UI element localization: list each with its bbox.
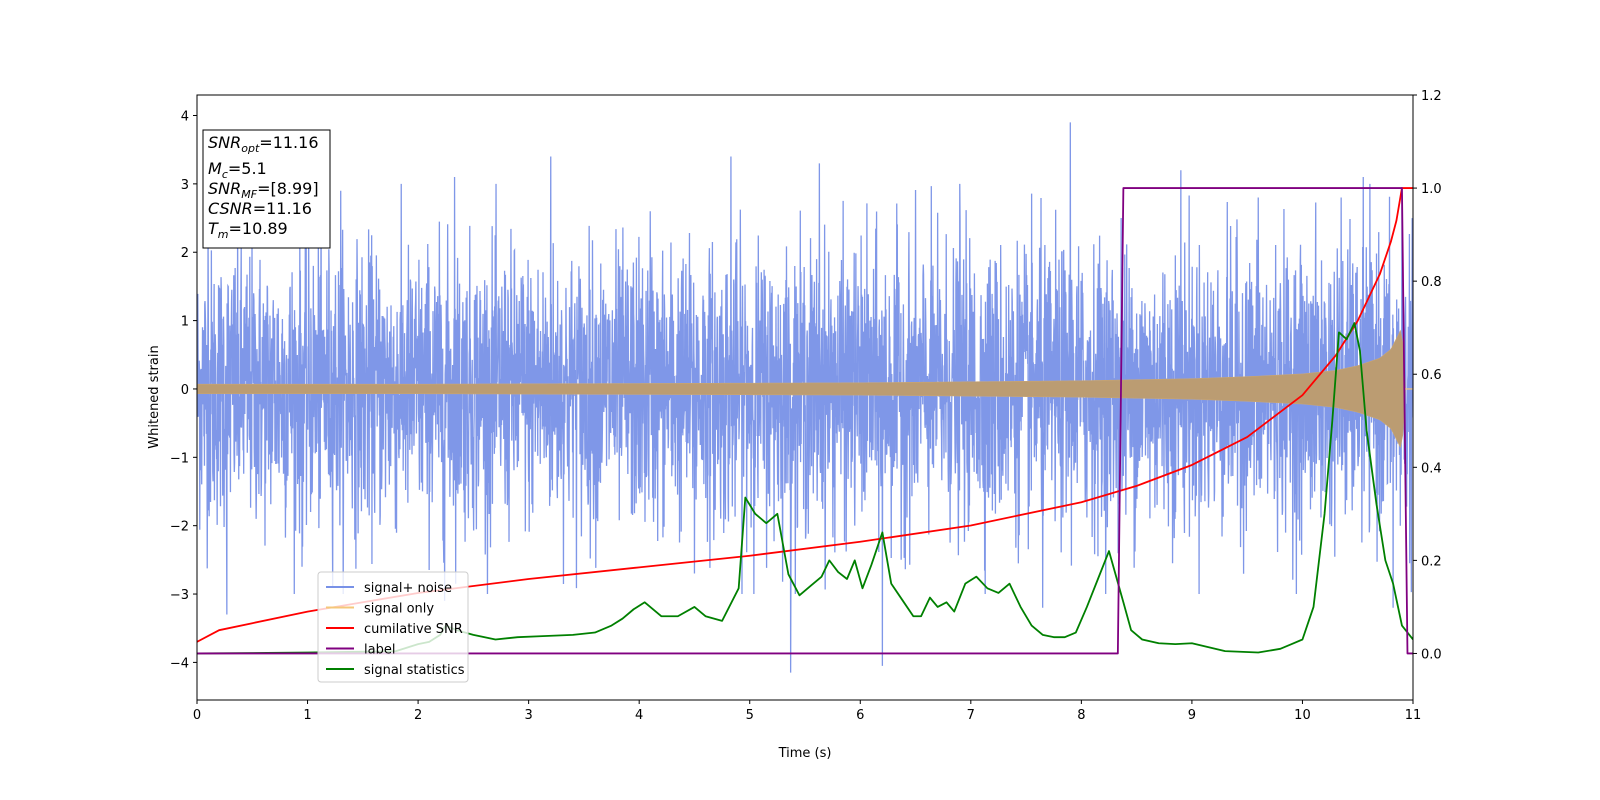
legend-label: signal only bbox=[364, 602, 434, 617]
y-tick-label: −3 bbox=[170, 588, 189, 603]
y-tick-label: 1 bbox=[181, 315, 189, 330]
annotation-line: Tm=10.89 bbox=[208, 219, 288, 241]
y2-tick-label: 1.0 bbox=[1421, 182, 1442, 197]
y-tick-label: 4 bbox=[181, 110, 189, 125]
y-tick-label: 3 bbox=[181, 178, 189, 193]
x-tick-label: 0 bbox=[193, 708, 201, 723]
annotation-line: CSNR=11.16 bbox=[208, 199, 312, 218]
x-axis: 0 1 2 3 4 5 6 7 8 9 10 11 bbox=[193, 700, 1421, 723]
x-axis-label: Time (s) bbox=[778, 746, 832, 761]
legend-label: label bbox=[364, 643, 395, 658]
x-tick-label: 2 bbox=[414, 708, 422, 723]
legend-label: cumilative SNR bbox=[364, 622, 463, 637]
y-tick-label: −4 bbox=[170, 656, 189, 671]
y-axis-right: 1.2 1.0 0.8 0.6 0.4 0.2 0.0 bbox=[1413, 89, 1442, 662]
x-tick-label: 10 bbox=[1294, 708, 1311, 723]
y2-tick-label: 0.6 bbox=[1421, 368, 1442, 383]
x-tick-label: 7 bbox=[967, 708, 975, 723]
x-tick-label: 4 bbox=[635, 708, 643, 723]
y2-tick-label: 0.2 bbox=[1421, 554, 1442, 569]
series-label bbox=[197, 187, 1413, 655]
annotation-line: SNRMF=[8.99] bbox=[208, 179, 319, 201]
legend-label: signal+ noise bbox=[364, 581, 452, 596]
y-tick-label: −2 bbox=[170, 520, 189, 535]
x-tick-label: 8 bbox=[1077, 708, 1085, 723]
series-signal-statistics bbox=[197, 322, 1413, 655]
x-tick-label: 11 bbox=[1405, 708, 1422, 723]
y-axis-label: Whitened strain bbox=[147, 345, 162, 448]
x-tick-label: 3 bbox=[524, 708, 532, 723]
axes-frame bbox=[196, 94, 1414, 701]
y-tick-label: 2 bbox=[181, 246, 189, 261]
annotation-box: SNRopt=11.16 Mc=5.1SNRMF=[8.99]CSNR=11.16… bbox=[202, 129, 331, 249]
legend-label: signal statistics bbox=[364, 663, 465, 678]
legend: signal+ noise signal only cumilative SNR la… bbox=[317, 571, 469, 683]
y-tick-label: 0 bbox=[181, 383, 189, 398]
x-tick-label: 5 bbox=[746, 708, 754, 723]
annotation-line: Mc=5.1 bbox=[208, 159, 267, 181]
x-tick-label: 9 bbox=[1188, 708, 1196, 723]
y-axis-left: 4 3 2 1 0 −1 −2 −3 −4 bbox=[170, 110, 197, 671]
y-tick-label: −1 bbox=[170, 451, 189, 466]
x-tick-label: 6 bbox=[856, 708, 864, 723]
x-tick-label: 1 bbox=[303, 708, 311, 723]
y2-tick-label: 0.8 bbox=[1421, 275, 1442, 290]
y2-tick-label: 0.0 bbox=[1421, 647, 1442, 662]
y2-tick-label: 1.2 bbox=[1421, 89, 1442, 104]
annotation-line: SNRopt=11.16 bbox=[208, 133, 319, 155]
y2-tick-label: 0.4 bbox=[1421, 461, 1442, 476]
